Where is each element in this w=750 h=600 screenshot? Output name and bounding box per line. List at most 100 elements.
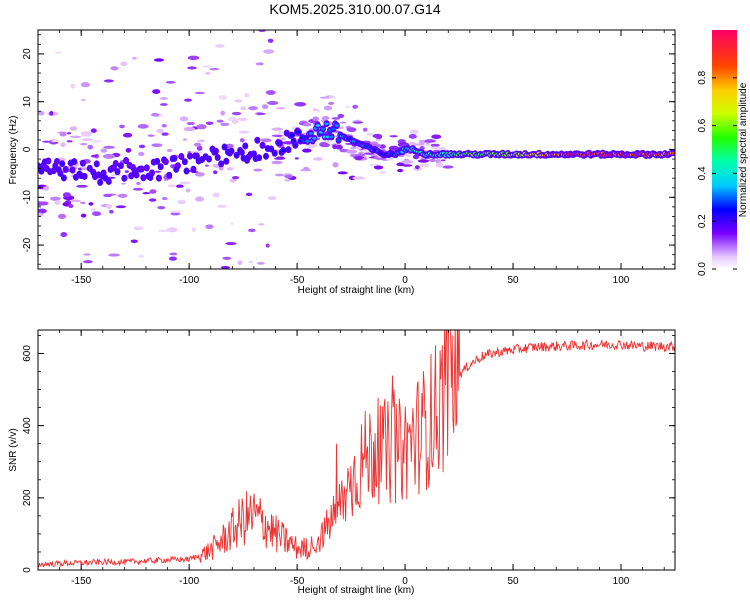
spectrogram-ridge-core (73, 175, 79, 179)
spectrogram-noise-cell (271, 134, 284, 137)
spectrogram-noise-cell (366, 132, 374, 136)
spectrogram-ridge-core (139, 167, 144, 171)
spectrogram-noise-cell (237, 117, 248, 122)
spectrogram-ridge-core (129, 174, 134, 178)
spectrogram-noise-cell (218, 95, 228, 100)
spectrogram-noise-cell (130, 239, 138, 243)
spectrogram-noise-cell (170, 212, 181, 216)
spectrogram-noise-cell (209, 67, 220, 71)
spectrogram-noise-cell (231, 176, 240, 180)
x-tick-label: -150 (71, 576, 91, 587)
spectrogram-noise-cell (247, 228, 256, 233)
spectrogram-ridge-core (101, 171, 106, 175)
x-tick-label: -100 (179, 576, 199, 587)
spectrogram-noise-cell (220, 110, 225, 116)
spectrogram-noise-cell (284, 174, 293, 179)
spectrogram-ridge-core (103, 176, 108, 180)
x-tick-label: -50 (290, 576, 305, 587)
spectrogram-ridge-core (156, 176, 162, 180)
spectrogram-noise-cell (138, 254, 145, 258)
spectrogram-noise-cell (90, 282, 98, 287)
spectrogram-noise-cell (49, 111, 54, 116)
spectrogram-ridge-core (215, 156, 220, 159)
spectrogram-noise-cell (121, 182, 126, 185)
spectrogram-noise-cell (100, 148, 108, 153)
snr-x-label: Height of straight line (km) (298, 585, 415, 596)
spectrogram-noise-cell (60, 232, 68, 238)
spectrogram-noise-cell (205, 121, 214, 125)
spectrogram-ridge-core (80, 161, 86, 165)
spectrogram-noise-cell (169, 252, 178, 256)
spectrogram-noise-cell (276, 107, 286, 110)
spectrogram-noise-cell (161, 124, 167, 128)
spectrogram-noise-cell (62, 192, 71, 198)
spectrogram-noise-cell (234, 99, 243, 103)
y-tick-label: 600 (22, 345, 33, 362)
spectrogram-ridge-core (184, 169, 189, 173)
spectrogram-ridge-core (329, 135, 334, 139)
spectrogram-noise-cell (302, 148, 312, 153)
spectrogram-noise-cell (202, 65, 213, 68)
spectrogram-x-label: Height of straight line (km) (298, 285, 415, 296)
spectrogram-noise-cell (225, 143, 234, 149)
spectrogram-noise-cell (108, 253, 121, 257)
spectrogram-noise-cell (131, 57, 138, 60)
spectrogram-noise-cell (225, 242, 237, 246)
spectrogram-noise-cell (196, 145, 203, 151)
spectrogram-noise-cell (103, 145, 115, 149)
y-tick-label: 0 (22, 567, 33, 573)
spectrogram-ridge-core (324, 122, 329, 126)
snr-frame (37, 329, 676, 571)
spectrogram-noise-cell (375, 138, 382, 141)
spectrogram-noise-cell (183, 126, 196, 132)
spectrogram-noise-cell (430, 146, 438, 150)
spectrogram-noise-cell (191, 227, 196, 232)
spectrogram-noise-cell (80, 131, 93, 137)
spectrogram-noise-cell (417, 159, 430, 163)
spectrogram-noise-cell (42, 186, 50, 191)
spectrogram-noise-cell (263, 49, 275, 54)
spectrogram-noise-cell (419, 163, 430, 168)
spectrogram-noise-cell (284, 178, 291, 182)
spectrogram-noise-cell (186, 121, 195, 126)
spectrogram-noise-cell (312, 108, 318, 112)
spectrogram-noise-cell (161, 196, 168, 201)
colorbar-tick-label: 0.0 (697, 262, 708, 276)
spectrogram-noise-cell (328, 95, 336, 99)
spectrogram-background (38, 30, 675, 269)
spectrogram-noise-cell (175, 184, 184, 188)
y-tick-label: 10 (22, 96, 33, 108)
spectrogram-noise-cell (179, 116, 189, 122)
spectrogram-noise-cell (92, 211, 102, 217)
spectrogram-noise-cell (418, 139, 425, 143)
x-tick-label: -100 (179, 275, 199, 286)
spectrogram-y-axis: 20 10 0 -10 -20 (22, 34, 675, 265)
spectrogram-noise-cell (159, 103, 168, 106)
spectrogram-ridge-core (54, 160, 60, 163)
spectrogram-noise-cell (352, 176, 365, 180)
spectrogram-noise-cell (90, 208, 97, 213)
spectrogram-noise-cell (419, 146, 425, 150)
spectrogram-noise-cell (265, 90, 276, 95)
spectrogram-noise-cell (229, 222, 234, 225)
spectrogram-noise-cell (430, 143, 440, 147)
spectrogram-noise-cell (397, 168, 404, 173)
spectrogram-noise-cell (179, 181, 191, 185)
spectrogram-noise-cell (204, 164, 209, 167)
spectrogram-noise-cell (147, 134, 155, 137)
spectrogram-noise-cell (77, 289, 85, 291)
spectrogram-noise-cell (69, 126, 78, 131)
spectrogram-noise-cell (294, 157, 299, 160)
spectrogram-noise-cell (185, 188, 191, 193)
spectrogram-noise-cell (167, 274, 173, 279)
spectrogram-noise-cell (190, 151, 202, 154)
spectrogram-noise-cell (187, 272, 194, 274)
spectrogram-noise-cell (151, 143, 163, 147)
spectrogram-noise-cell (352, 104, 359, 109)
spectrogram-noise-cell (90, 128, 97, 133)
spectrogram-noise-cell (59, 131, 67, 137)
spectrogram-noise-cell (360, 149, 372, 153)
spectrogram-noise-cell (231, 111, 242, 116)
